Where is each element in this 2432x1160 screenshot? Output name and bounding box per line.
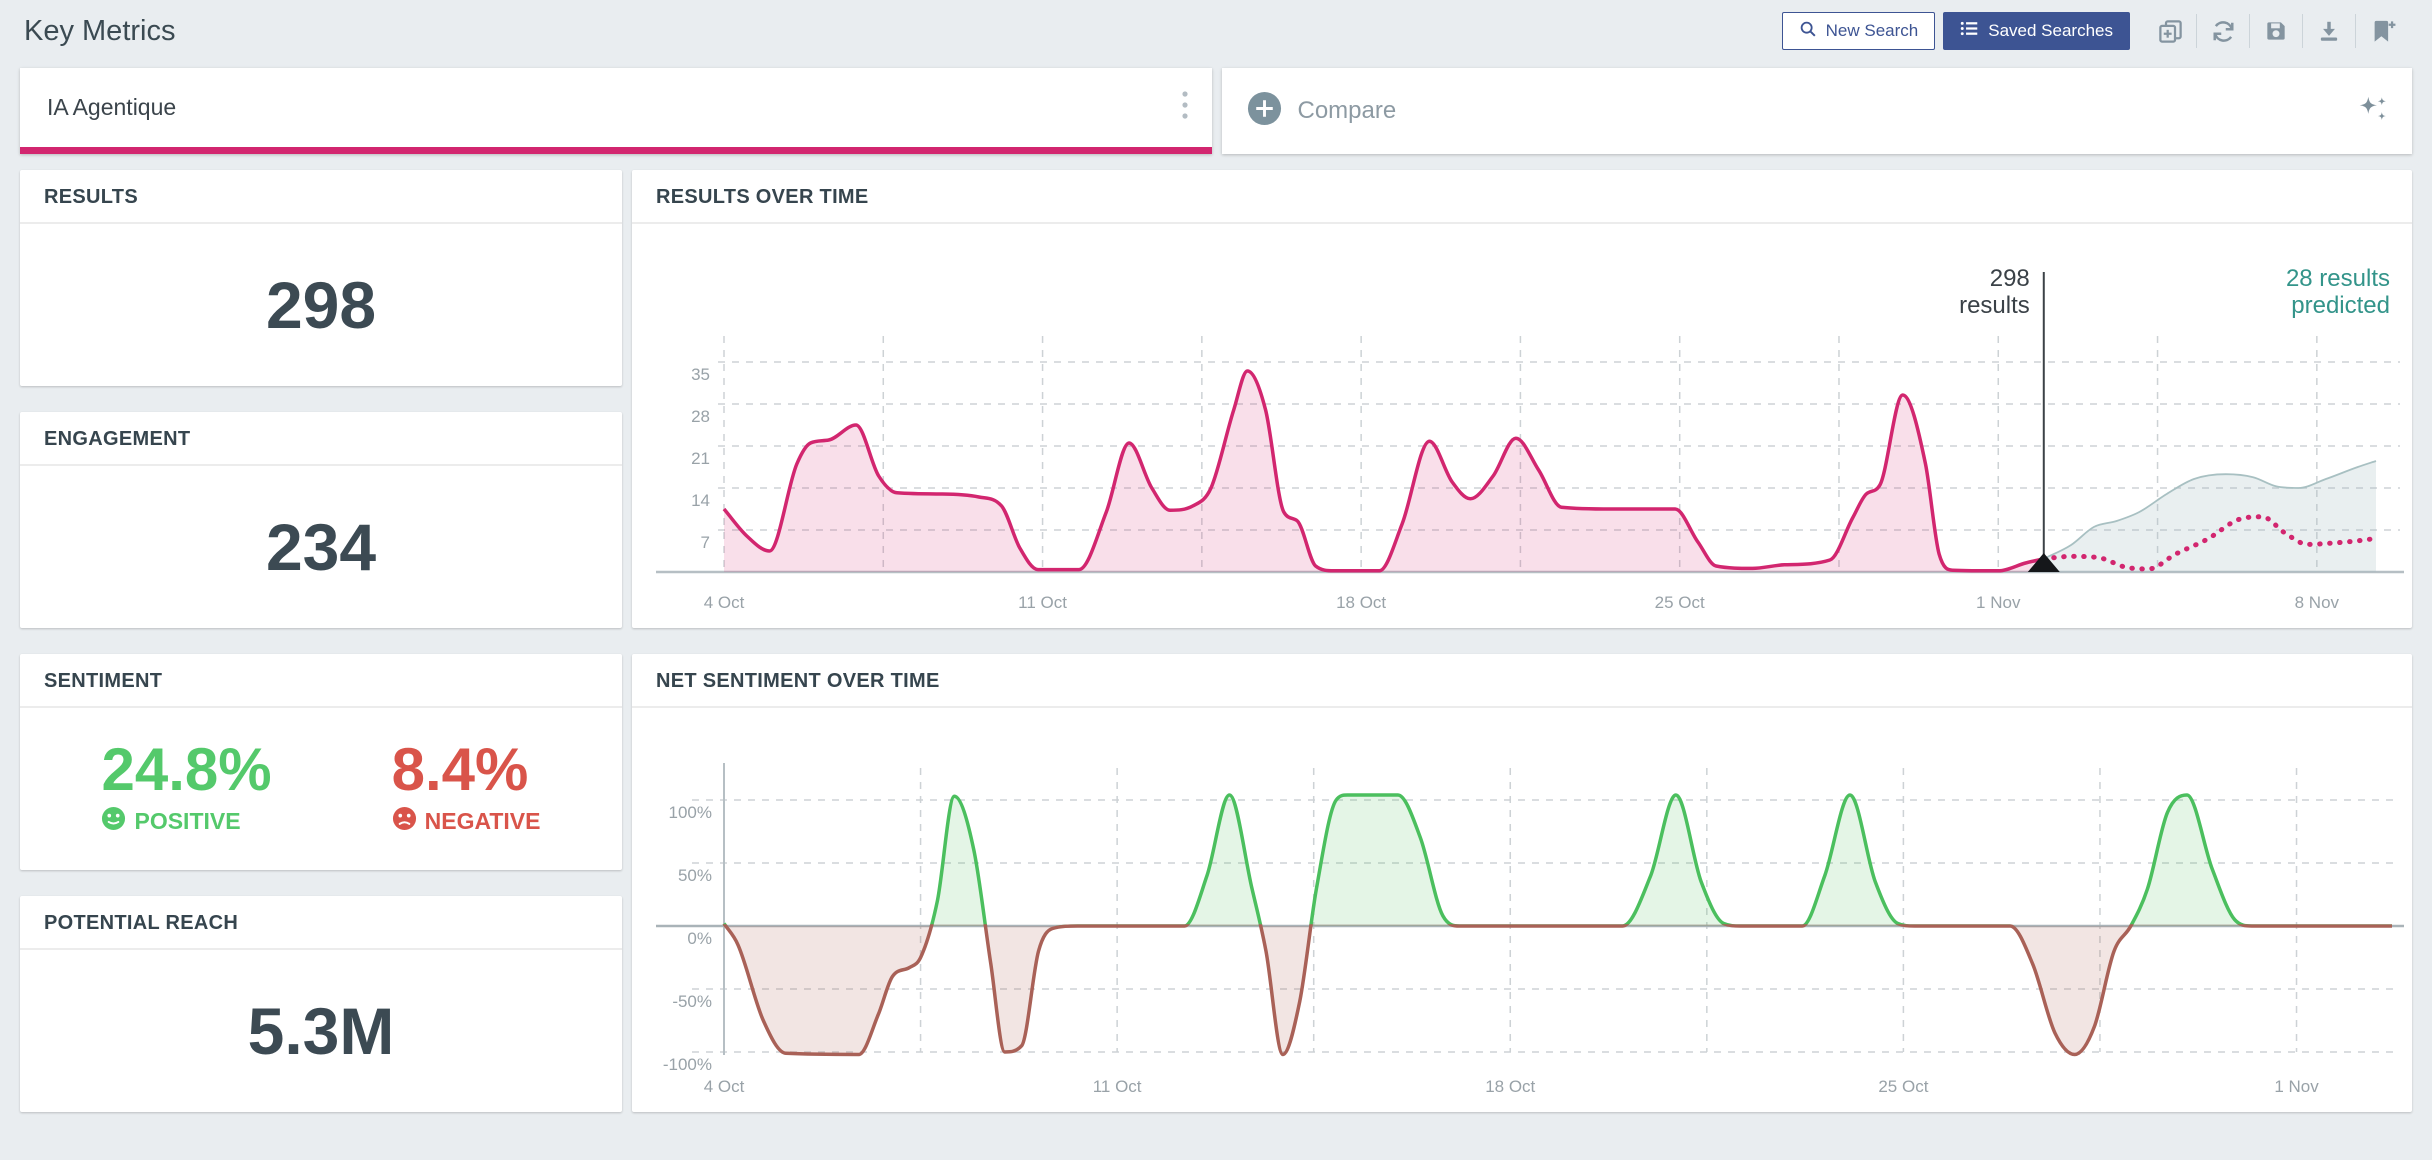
search-query-text: IA Agentique	[47, 94, 177, 120]
search-icon	[1799, 20, 1817, 43]
svg-text:25 Oct: 25 Oct	[1655, 593, 1705, 612]
toolbar-divider	[2355, 14, 2356, 48]
bookmark-add-icon[interactable]	[2356, 13, 2408, 49]
net-sentiment-over-time-card: NET SENTIMENT OVER TIME 100% 50% 0% -50% -10…	[632, 654, 2412, 1112]
plus-circle-icon	[1246, 90, 1283, 132]
kebab-menu-icon[interactable]	[1180, 88, 1190, 127]
smiley-face-icon	[101, 806, 126, 837]
svg-text:-100%: -100%	[663, 1055, 712, 1074]
sentiment-card: SENTIMENT 24.8% POSITIVE 8.4%	[20, 654, 622, 870]
saved-searches-label: Saved Searches	[1988, 21, 2113, 40]
svg-text:18 Oct: 18 Oct	[1336, 593, 1386, 612]
potential-reach-card: POTENTIAL REACH 5.3M	[20, 896, 622, 1112]
svg-text:1 Nov: 1 Nov	[2274, 1077, 2319, 1096]
net-sentiment-over-time-title: NET SENTIMENT OVER TIME	[632, 654, 2412, 708]
page-title: Key Metrics	[24, 14, 176, 47]
results-over-time-title: RESULTS OVER TIME	[632, 170, 2412, 224]
search-input[interactable]: IA Agentique	[20, 68, 1212, 154]
svg-text:-50%: -50%	[672, 992, 712, 1011]
toolbar: New Search Saved Searches	[1781, 12, 2408, 50]
engagement-card: ENGAGEMENT 234	[20, 412, 622, 628]
results-card: RESULTS 298	[20, 170, 622, 386]
svg-text:25 Oct: 25 Oct	[1878, 1077, 1928, 1096]
svg-text:1 Nov: 1 Nov	[1976, 593, 2021, 612]
svg-text:21: 21	[691, 449, 710, 468]
add-to-dashboard-icon[interactable]	[2144, 13, 2196, 49]
positive-sentiment: 24.8% POSITIVE	[101, 740, 271, 837]
engagement-card-title: ENGAGEMENT	[20, 412, 622, 466]
metrics-column: RESULTS 298 ENGAGEMENT 234 SENTIMENT 24.…	[20, 170, 622, 1112]
download-icon[interactable]	[2303, 13, 2355, 49]
dashboard-grid: RESULTS 298 ENGAGEMENT 234 SENTIMENT 24.…	[20, 170, 2412, 1112]
charts-column: RESULTS OVER TIME 7 14 21 28 35 298 results 28 …	[632, 170, 2412, 1112]
svg-text:8 Nov: 8 Nov	[2295, 593, 2340, 612]
svg-text:0%: 0%	[687, 929, 712, 948]
svg-text:18 Oct: 18 Oct	[1485, 1077, 1535, 1096]
sparkles-icon[interactable]	[2356, 93, 2388, 130]
save-icon[interactable]	[2250, 13, 2302, 49]
toolbar-divider	[2249, 14, 2250, 48]
negative-sentiment-label: NEGATIVE	[424, 808, 541, 834]
positive-sentiment-value: 24.8%	[101, 736, 272, 803]
potential-reach-value: 5.3M	[247, 993, 395, 1068]
negative-sentiment-value: 8.4%	[391, 736, 529, 803]
svg-text:35: 35	[691, 365, 710, 384]
svg-text:11 Oct: 11 Oct	[1093, 1077, 1142, 1096]
compare-input[interactable]: Compare	[1221, 68, 2412, 154]
svg-text:28: 28	[691, 407, 710, 426]
potential-reach-card-title: POTENTIAL REACH	[20, 896, 622, 950]
toolbar-divider	[2196, 14, 2197, 48]
net-sentiment-over-time-chart: 100% 50% 0% -50% -100% 4 Oct 11 Oct 18 Oct 25 Oc…	[656, 763, 2404, 1096]
new-search-label: New Search	[1825, 21, 1919, 40]
toolbar-icon-group	[2144, 13, 2408, 49]
engagement-value: 234	[265, 509, 377, 584]
svg-text:11 Oct: 11 Oct	[1018, 593, 1067, 612]
svg-text:4 Oct: 4 Oct	[704, 1077, 745, 1096]
svg-text:7: 7	[701, 533, 710, 552]
page-header: Key Metrics New Search Saved Searches	[0, 0, 2432, 56]
svg-text:14: 14	[691, 491, 710, 510]
negative-sentiment: 8.4% NEGATIVE	[392, 740, 541, 837]
frown-face-icon	[392, 806, 417, 837]
saved-searches-button[interactable]: Saved Searches	[1943, 12, 2130, 50]
results-card-title: RESULTS	[20, 170, 622, 224]
list-icon	[1960, 19, 1979, 43]
new-search-button[interactable]: New Search	[1781, 12, 1936, 50]
refresh-icon[interactable]	[2197, 13, 2249, 49]
svg-text:100%: 100%	[669, 803, 712, 822]
compare-placeholder: Compare	[1297, 97, 1397, 124]
query-row: IA Agentique Compare	[20, 68, 2412, 154]
svg-text:50%: 50%	[678, 866, 712, 885]
svg-text:4 Oct: 4 Oct	[704, 593, 745, 612]
positive-sentiment-label: POSITIVE	[134, 808, 241, 834]
toolbar-divider	[2302, 14, 2303, 48]
results-over-time-card: RESULTS OVER TIME 7 14 21 28 35 298 results 28 …	[632, 170, 2412, 628]
results-value: 298	[265, 267, 377, 342]
sentiment-card-title: SENTIMENT	[20, 654, 622, 708]
results-over-time-chart: 7 14 21 28 35 298 results 28 results predicted 4 …	[656, 265, 2404, 612]
